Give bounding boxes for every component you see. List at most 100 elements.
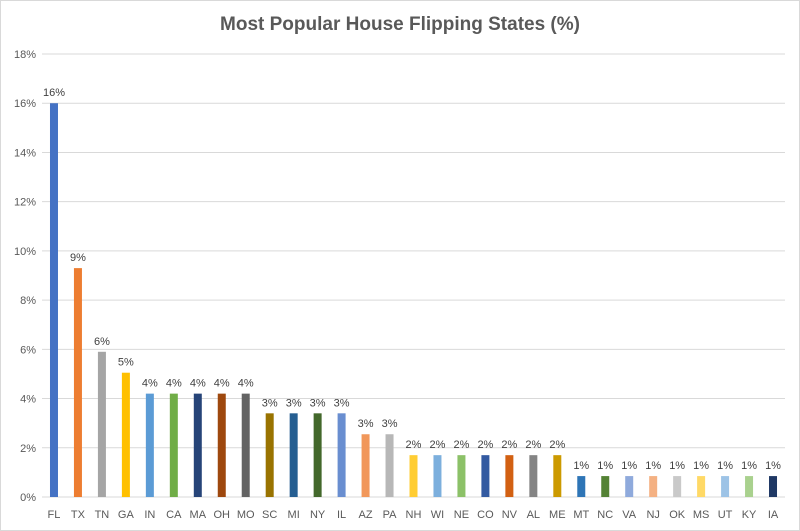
bar-oh bbox=[217, 393, 226, 497]
y-tick-label: 0% bbox=[20, 492, 36, 504]
data-label-ny: 3% bbox=[310, 397, 326, 409]
bar-nh bbox=[409, 455, 418, 497]
data-label-ms: 1% bbox=[693, 460, 709, 472]
x-tick-label-me: ME bbox=[549, 509, 566, 521]
data-label-ma: 4% bbox=[190, 378, 206, 390]
x-tick-label-il: IL bbox=[337, 509, 346, 521]
bar-nc bbox=[601, 476, 610, 497]
bars bbox=[49, 103, 778, 497]
y-tick-label: 4% bbox=[20, 394, 36, 406]
chart-title: Most Popular House Flipping States (%) bbox=[220, 14, 580, 35]
data-label-ky: 1% bbox=[741, 460, 757, 472]
bar-tx bbox=[73, 268, 82, 497]
x-tick-label-va: VA bbox=[622, 509, 637, 521]
bar-me bbox=[553, 455, 562, 497]
x-tick-label-nh: NH bbox=[406, 509, 422, 521]
y-axis-tick-labels: 0% 2% 4% 6% 8% 10% 12% 14% 16% 18% bbox=[14, 49, 36, 504]
x-tick-label-ne: NE bbox=[454, 509, 469, 521]
y-tick-label: 10% bbox=[14, 246, 36, 258]
bar-ut bbox=[721, 476, 730, 497]
y-tick-label: 16% bbox=[14, 98, 36, 110]
x-tick-label-ut: UT bbox=[718, 509, 733, 521]
x-tick-label-ga: GA bbox=[118, 509, 135, 521]
bar-ms bbox=[697, 476, 706, 497]
x-tick-label-oh: OH bbox=[214, 509, 231, 521]
data-label-ca: 4% bbox=[166, 378, 182, 390]
bar-ok bbox=[673, 476, 682, 497]
data-label-nj: 1% bbox=[645, 460, 661, 472]
x-tick-label-ok: OK bbox=[669, 509, 686, 521]
x-tick-label-nj: NJ bbox=[646, 509, 659, 521]
data-label-va: 1% bbox=[621, 460, 637, 472]
bar-ky bbox=[745, 476, 754, 497]
data-label-ga: 5% bbox=[118, 357, 134, 369]
data-label-nc: 1% bbox=[597, 460, 613, 472]
data-label-al: 2% bbox=[525, 439, 541, 451]
bar-va bbox=[625, 476, 634, 497]
data-label-ok: 1% bbox=[669, 460, 685, 472]
y-tick-label: 8% bbox=[20, 295, 36, 307]
bar-mi bbox=[289, 413, 298, 497]
x-tick-label-fl: FL bbox=[48, 509, 61, 521]
x-tick-label-nv: NV bbox=[502, 509, 518, 521]
y-tick-label: 2% bbox=[20, 443, 36, 455]
bar-nj bbox=[649, 476, 658, 497]
data-label-ne: 2% bbox=[453, 439, 469, 451]
data-label-il: 3% bbox=[334, 397, 350, 409]
data-label-pa: 3% bbox=[382, 418, 398, 430]
x-tick-label-ca: CA bbox=[166, 509, 182, 521]
bar-co bbox=[481, 455, 490, 497]
data-label-oh: 4% bbox=[214, 378, 230, 390]
x-tick-label-mo: MO bbox=[237, 509, 255, 521]
data-label-ia: 1% bbox=[765, 460, 781, 472]
bar-al bbox=[529, 455, 538, 497]
data-label-tn: 6% bbox=[94, 336, 110, 348]
bar-wi bbox=[433, 455, 442, 497]
data-label-sc: 3% bbox=[262, 397, 278, 409]
data-label-me: 2% bbox=[549, 439, 565, 451]
bar-ny bbox=[313, 413, 322, 497]
x-tick-label-wi: WI bbox=[431, 509, 444, 521]
x-tick-label-pa: PA bbox=[383, 509, 398, 521]
x-tick-label-co: CO bbox=[477, 509, 494, 521]
bar-il bbox=[337, 413, 346, 497]
x-tick-label-sc: SC bbox=[262, 509, 277, 521]
bar-mo bbox=[241, 393, 250, 497]
bar-mt bbox=[577, 476, 586, 497]
data-label-mt: 1% bbox=[573, 460, 589, 472]
x-tick-label-al: AL bbox=[527, 509, 540, 521]
x-tick-label-ky: KY bbox=[742, 509, 757, 521]
gridlines bbox=[42, 53, 785, 498]
x-tick-label-ia: IA bbox=[768, 509, 779, 521]
bar-ne bbox=[457, 455, 466, 497]
y-tick-label: 14% bbox=[14, 147, 36, 159]
x-tick-label-az: AZ bbox=[359, 509, 373, 521]
data-label-in: 4% bbox=[142, 378, 158, 390]
data-label-nh: 2% bbox=[406, 439, 422, 451]
y-tick-label: 18% bbox=[14, 49, 36, 61]
bar-in bbox=[145, 393, 154, 497]
x-tick-label-tn: TN bbox=[95, 509, 110, 521]
bar-sc bbox=[265, 413, 274, 497]
x-tick-label-tx: TX bbox=[71, 509, 86, 521]
bar-ga bbox=[121, 372, 130, 497]
data-label-wi: 2% bbox=[430, 439, 446, 451]
y-tick-label: 12% bbox=[14, 197, 36, 209]
x-tick-label-ma: MA bbox=[190, 509, 207, 521]
bar-ia bbox=[769, 476, 778, 497]
data-label-tx: 9% bbox=[70, 252, 86, 264]
data-labels: 16% 9% 6% 5% 4% 4% 4% 4% 4% 3% 3% 3% 3% 3% 3% 2% 2% 2% 2% 2… bbox=[43, 87, 781, 472]
bar-ca bbox=[169, 393, 178, 497]
x-axis-tick-labels: FL TX TN GA IN CA MA OH MO SC MI NY IL AZ PA NH WI NE CO NV… bbox=[48, 509, 779, 521]
x-tick-label-nc: NC bbox=[597, 509, 613, 521]
bar-pa bbox=[385, 434, 394, 497]
bar-fl bbox=[49, 103, 58, 497]
y-tick-label: 6% bbox=[20, 344, 36, 356]
x-tick-label-in: IN bbox=[144, 509, 155, 521]
bar-az bbox=[361, 434, 370, 497]
x-tick-label-ms: MS bbox=[693, 509, 710, 521]
bar-tn bbox=[97, 351, 106, 497]
x-tick-label-ny: NY bbox=[310, 509, 326, 521]
